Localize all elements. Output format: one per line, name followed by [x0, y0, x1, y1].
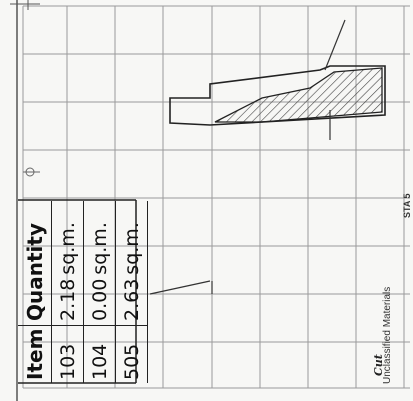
row-quantity: 2.18 sq.m.: [52, 201, 84, 325]
station-label: STA 5: [402, 193, 412, 218]
grid: [22, 5, 410, 389]
row-qty-value: 2.18: [56, 278, 79, 321]
row-qty-unit: sq.m.: [120, 222, 143, 275]
row-qty-unit: sq.m.: [88, 222, 111, 275]
row-item: 103: [52, 325, 84, 383]
slope-line-top: [324, 19, 346, 71]
header-item: Item: [18, 325, 52, 383]
table-row: 104 0.00 sq.m.: [84, 201, 116, 383]
row-qty-value: 0.00: [88, 278, 111, 321]
quantity-table: Item Quantity 103 2.18 sq.m. 104 0.00 sq.m…: [18, 201, 148, 383]
header-quantity: Quantity: [18, 201, 52, 325]
row-item: 104: [84, 325, 116, 383]
row-qty-unit: sq.m.: [56, 222, 79, 275]
row-qty-value: 2.63: [120, 278, 143, 321]
road-template: [169, 65, 386, 126]
row-quantity: 2.63 sq.m.: [116, 201, 148, 325]
table-row: 103 2.18 sq.m.: [52, 201, 84, 383]
material-legend-label: Unclassified Materials: [382, 286, 393, 384]
table-header-row: Item Quantity: [18, 201, 52, 383]
cut-area-hatch: [214, 67, 383, 123]
ground-line: [149, 280, 211, 295]
row-quantity: 0.00 sq.m.: [84, 201, 116, 325]
table-row: 505 2.63 sq.m.: [116, 201, 148, 383]
row-item: 505: [116, 325, 148, 383]
